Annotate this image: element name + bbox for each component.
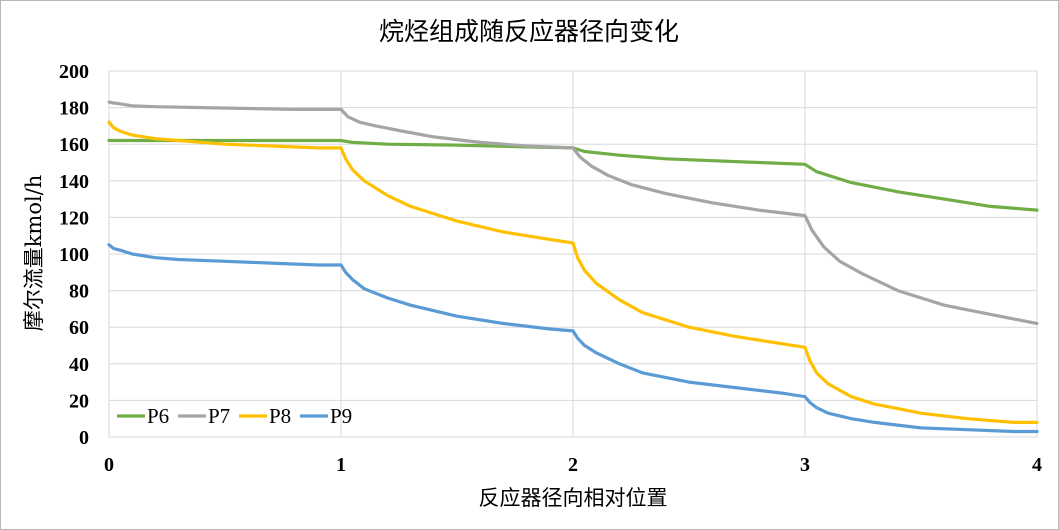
series-lines bbox=[107, 100, 1039, 434]
legend-label-P7: P7 bbox=[208, 404, 230, 428]
y-axis-ticks: 0 20 40 60 80 100 120 140 160 180 200 bbox=[59, 61, 89, 449]
y-tick-label: 140 bbox=[59, 171, 89, 193]
legend-label-P9: P9 bbox=[330, 404, 352, 428]
x-axis-ticks: 0 1 2 3 4 bbox=[104, 454, 1042, 476]
y-tick-label: 180 bbox=[59, 98, 89, 120]
chart-title: 烷烃组成随反应器径向变化 bbox=[379, 17, 679, 46]
y-tick-label: 40 bbox=[69, 354, 89, 376]
y-tick-label: 80 bbox=[69, 281, 89, 303]
y-tick-label: 20 bbox=[69, 390, 89, 412]
grid-lines bbox=[108, 70, 1038, 438]
series-line-P8 bbox=[107, 120, 1039, 424]
y-tick-label: 100 bbox=[59, 244, 89, 266]
y-tick-label: 160 bbox=[59, 134, 89, 156]
y-tick-label: 120 bbox=[59, 207, 89, 229]
x-axis-label: 反应器径向相对位置 bbox=[479, 486, 668, 510]
legend: P6 P7 P8 P9 bbox=[117, 404, 352, 428]
y-tick-label: 0 bbox=[79, 427, 89, 449]
x-tick-label: 0 bbox=[104, 454, 114, 476]
x-tick-label: 3 bbox=[800, 454, 810, 476]
legend-label-P8: P8 bbox=[269, 404, 291, 428]
y-tick-label: 200 bbox=[59, 61, 89, 83]
x-tick-label: 4 bbox=[1032, 454, 1042, 476]
y-tick-label: 60 bbox=[69, 317, 89, 339]
x-tick-label: 1 bbox=[336, 454, 346, 476]
x-tick-label: 2 bbox=[568, 454, 578, 476]
series-line-P7 bbox=[107, 100, 1039, 326]
y-axis-label: 摩尔流量kmol/h bbox=[22, 175, 46, 332]
legend-label-P6: P6 bbox=[147, 404, 169, 428]
series-line-P9 bbox=[107, 243, 1039, 434]
series-line-P6 bbox=[107, 138, 1039, 212]
